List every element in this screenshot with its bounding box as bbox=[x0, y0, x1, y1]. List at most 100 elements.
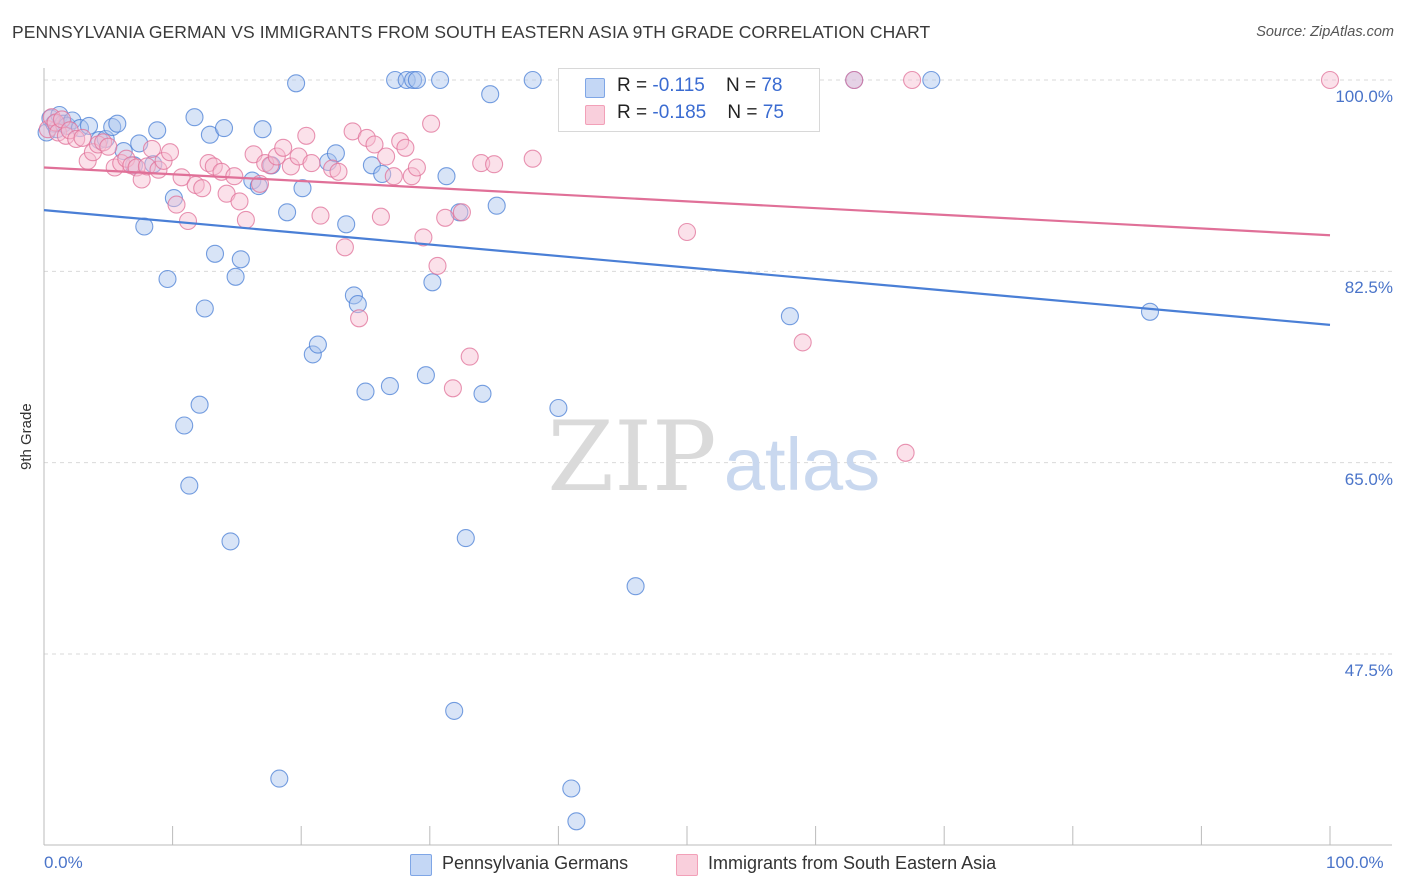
stats-n-value: 78 bbox=[761, 75, 783, 96]
data-point bbox=[422, 114, 441, 133]
data-point bbox=[172, 168, 191, 187]
data-point bbox=[793, 333, 812, 352]
data-point bbox=[903, 70, 922, 90]
data-point bbox=[175, 416, 194, 435]
data-point bbox=[253, 120, 272, 139]
stats-swatch-pink bbox=[585, 105, 605, 125]
data-point bbox=[281, 157, 300, 176]
data-point bbox=[922, 70, 941, 90]
data-point bbox=[311, 206, 330, 225]
y-tick-label: 82.5% bbox=[1344, 278, 1393, 298]
legend-swatch-blue bbox=[410, 854, 432, 876]
y-axis-label: 9th Grade bbox=[18, 403, 35, 470]
data-point bbox=[335, 238, 354, 257]
data-point bbox=[158, 269, 177, 289]
data-point bbox=[329, 162, 348, 181]
data-point bbox=[142, 139, 162, 158]
data-point bbox=[108, 114, 127, 133]
data-point bbox=[293, 179, 312, 198]
stats-r-value: -0.115 bbox=[652, 75, 705, 96]
data-point bbox=[230, 192, 249, 211]
data-point bbox=[226, 267, 245, 286]
data-point bbox=[407, 158, 426, 177]
data-point bbox=[178, 211, 198, 231]
data-point bbox=[431, 70, 450, 90]
data-point bbox=[472, 154, 491, 173]
data-point bbox=[428, 256, 447, 275]
stats-n-value: 75 bbox=[762, 102, 784, 123]
grid-lines bbox=[44, 79, 1392, 655]
data-point bbox=[437, 167, 456, 186]
data-point bbox=[402, 167, 421, 186]
data-point bbox=[180, 476, 199, 495]
data-point bbox=[445, 701, 464, 720]
data-point bbox=[397, 70, 416, 90]
data-point bbox=[344, 286, 363, 305]
stats-r-label: R = bbox=[617, 75, 653, 96]
data-point bbox=[523, 70, 542, 90]
data-point bbox=[160, 143, 180, 162]
data-point bbox=[274, 138, 293, 157]
data-point bbox=[365, 135, 384, 154]
data-point bbox=[373, 164, 392, 184]
data-point bbox=[287, 74, 306, 93]
data-point bbox=[326, 144, 345, 163]
axes bbox=[43, 68, 1392, 846]
legend: Pennsylvania Germans Immigrants from Sou… bbox=[0, 852, 1406, 878]
trend-line-1 bbox=[43, 166, 1331, 237]
data-point bbox=[414, 228, 433, 247]
data-point bbox=[407, 70, 426, 90]
data-point bbox=[148, 121, 167, 140]
stats-n-label: N = bbox=[727, 102, 763, 123]
data-point bbox=[302, 154, 321, 173]
data-point bbox=[308, 335, 327, 354]
data-point bbox=[231, 250, 250, 269]
data-point bbox=[371, 207, 390, 226]
data-point bbox=[396, 138, 415, 157]
data-point bbox=[487, 196, 506, 215]
data-point bbox=[677, 222, 697, 242]
y-tick-label: 100.0% bbox=[1335, 87, 1393, 106]
data-point bbox=[523, 149, 542, 168]
data-point bbox=[278, 203, 297, 222]
data-point bbox=[236, 210, 255, 229]
data-point bbox=[567, 812, 586, 831]
data-point bbox=[456, 529, 475, 548]
stats-n-label: N = bbox=[725, 75, 762, 96]
legend-label: Pennsylvania Germans bbox=[442, 853, 629, 873]
data-point bbox=[193, 179, 212, 198]
data-point bbox=[384, 167, 403, 186]
data-point bbox=[185, 108, 204, 127]
data-point bbox=[452, 203, 471, 222]
legend-label: Immigrants from South Eastern Asia bbox=[708, 853, 997, 873]
data-point bbox=[337, 215, 356, 234]
watermark: ZIP atlas bbox=[547, 401, 880, 513]
data-point bbox=[443, 379, 462, 398]
data-point bbox=[845, 70, 864, 90]
data-point bbox=[137, 157, 156, 176]
data-point bbox=[270, 769, 289, 788]
stats-r-label: R = bbox=[617, 102, 653, 123]
data-point bbox=[99, 137, 118, 156]
stats-box: R = -0.115 N = 78 R = -0.185 N = 75 bbox=[558, 68, 820, 132]
data-point bbox=[481, 85, 500, 104]
data-point bbox=[404, 70, 423, 90]
data-point bbox=[190, 395, 209, 414]
data-point bbox=[626, 577, 645, 596]
y-tick-label: 47.5% bbox=[1344, 661, 1393, 680]
data-point bbox=[1320, 70, 1340, 90]
data-point bbox=[436, 208, 455, 227]
legend-swatch-pink bbox=[676, 854, 698, 876]
data-point bbox=[460, 347, 479, 366]
x-tick-max: 100.0% bbox=[1326, 853, 1384, 872]
data-point bbox=[205, 244, 225, 263]
data-point bbox=[380, 377, 399, 396]
data-point bbox=[73, 128, 92, 147]
series-sea-immigrants-points bbox=[38, 70, 1340, 462]
data-point bbox=[103, 117, 122, 137]
y-tick-label: 65.0% bbox=[1344, 469, 1393, 489]
watermark-zip: ZIP bbox=[547, 401, 716, 513]
trend-line-0 bbox=[43, 209, 1331, 327]
trend-lines bbox=[43, 166, 1331, 327]
data-point bbox=[195, 299, 214, 318]
